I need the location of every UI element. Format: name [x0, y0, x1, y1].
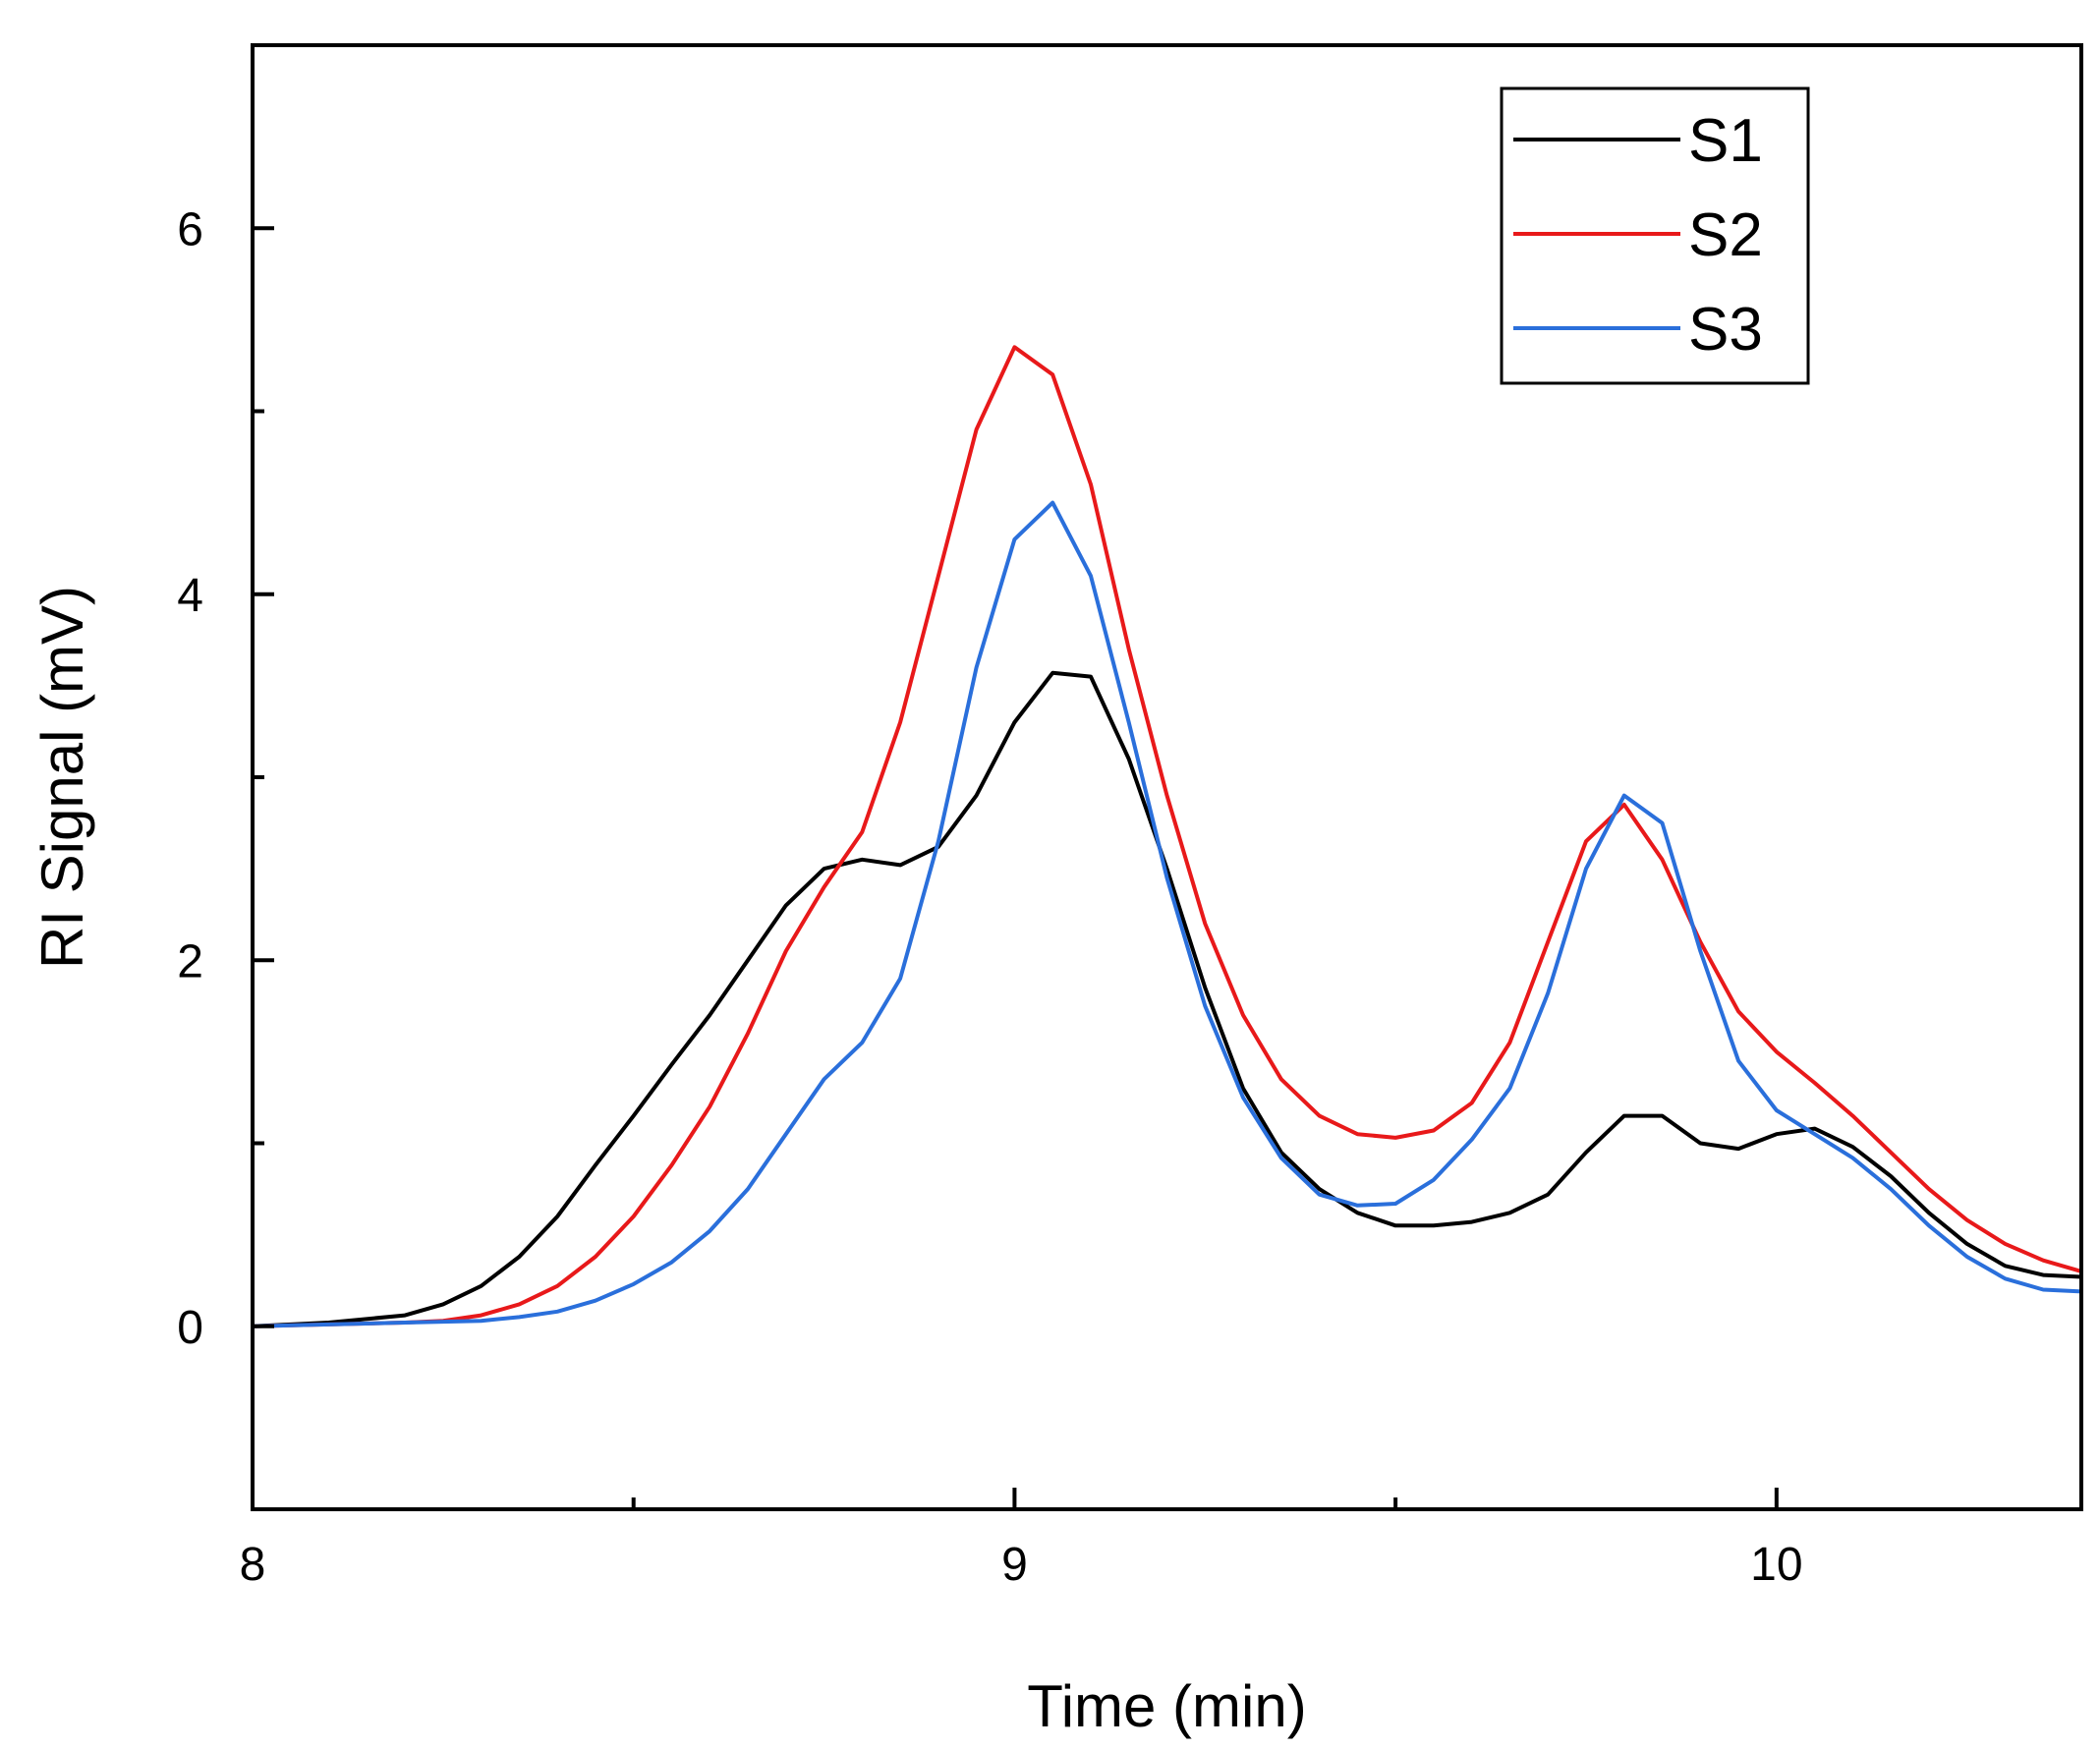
x-axis-title: Time (min): [1027, 1673, 1306, 1739]
legend-label-s1: S1: [1688, 107, 1763, 175]
series-layer: [251, 345, 2083, 1328]
legend-label-s3: S3: [1688, 296, 1763, 364]
ticks-layer: 8 9 10 0 2 4 6: [177, 203, 1802, 1591]
series-line-s2: [251, 345, 2083, 1328]
y-tick-label: 2: [177, 935, 203, 988]
x-tick-label: 10: [1750, 1539, 1802, 1591]
y-tick-label: 4: [177, 570, 203, 622]
y-axis-title: RI Signal (mV): [29, 586, 95, 969]
series-line-s1: [251, 670, 2083, 1328]
x-tick-label: 9: [1001, 1539, 1028, 1591]
y-tick-label: 6: [177, 203, 203, 255]
legend: S1 S2 S3: [1500, 86, 1810, 385]
x-tick-label: 8: [240, 1539, 266, 1591]
legend-label-s2: S2: [1688, 201, 1763, 269]
y-tick-label: 0: [177, 1302, 203, 1354]
series-line-s3: [251, 500, 2083, 1328]
